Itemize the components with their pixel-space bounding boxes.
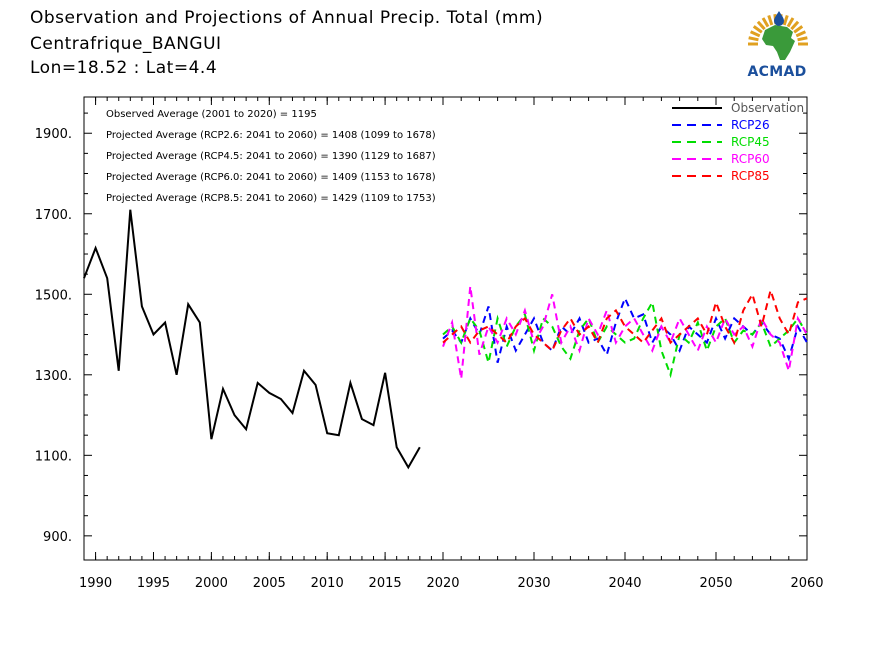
logo-ray xyxy=(795,30,807,38)
series-line-rcp60 xyxy=(442,286,808,379)
logo-ray xyxy=(748,36,759,42)
logo-water-drop xyxy=(774,11,784,26)
y-tick-label: 1500. xyxy=(35,288,72,303)
logo-ray xyxy=(749,30,761,38)
plot-frame xyxy=(83,96,808,561)
x-tick-label: 2040 xyxy=(608,576,641,591)
legend: Observation RCP26 RCP45 RCP60 RCP85 xyxy=(672,101,804,183)
chart-title: Observation and Projections of Annual Pr… xyxy=(30,8,544,28)
logo-text: ACMAD xyxy=(747,64,807,80)
logo-ray xyxy=(756,20,766,31)
y-tick-label: 1100. xyxy=(35,449,72,464)
x-tick-label: 1995 xyxy=(137,576,170,591)
x-tick-label: 2050 xyxy=(699,576,732,591)
logo-ray xyxy=(786,17,795,28)
annotation-text: Projected Average (RCP2.6: 2041 to 2060)… xyxy=(106,130,436,141)
logo-ray xyxy=(752,25,763,34)
legend-label: RCP60 xyxy=(731,152,770,166)
x-tick-label: 2020 xyxy=(426,576,459,591)
logo-ray xyxy=(793,25,804,34)
annotation-block: Observed Average (2001 to 2020) = 1195 Pr… xyxy=(106,109,436,204)
y-tick-label: 1700. xyxy=(35,208,72,223)
x-tick-label: 2060 xyxy=(790,576,823,591)
y-tick-label: 1900. xyxy=(35,127,72,142)
annotation-text: Projected Average (RCP4.5: 2041 to 2060)… xyxy=(106,151,436,162)
logo-ray xyxy=(782,15,789,26)
legend-label: Observation xyxy=(731,101,804,115)
station-coordinates: Lon=18.52 : Lat=4.4 xyxy=(30,58,218,78)
annotation-text: Observed Average (2001 to 2020) = 1195 xyxy=(106,109,317,120)
ticks-layer: 1990 1995 2000 2005 2010 2015 2020 2030 2040 2050… xyxy=(35,97,824,591)
x-tick-label: 2010 xyxy=(311,576,344,591)
series-line-rcp85 xyxy=(442,286,808,353)
logo-ray xyxy=(761,17,770,28)
series-line-rcp26 xyxy=(442,295,808,363)
x-tick-label: 2005 xyxy=(253,576,286,591)
y-tick-label: 900. xyxy=(43,530,72,545)
y-tick-label: 1300. xyxy=(35,369,72,384)
acmad-logo xyxy=(748,11,808,60)
logo-ray xyxy=(790,20,800,31)
logo-ray xyxy=(767,15,774,26)
series-line-observation xyxy=(83,209,421,470)
legend-label: RCP26 xyxy=(731,118,770,132)
legend-label: RCP85 xyxy=(731,169,770,183)
x-tick-label: 2015 xyxy=(369,576,402,591)
logo-ray xyxy=(797,36,808,42)
x-tick-label: 2000 xyxy=(195,576,228,591)
series-line-rcp45 xyxy=(442,299,808,379)
annotation-text: Projected Average (RCP8.5: 2041 to 2060)… xyxy=(106,193,436,204)
legend-label: RCP45 xyxy=(731,135,770,149)
station-name: Centrafrique_BANGUI xyxy=(30,34,222,54)
x-tick-label: 1990 xyxy=(79,576,112,591)
logo-africa-shape xyxy=(762,25,795,60)
annotation-text: Projected Average (RCP6.0: 2041 to 2060)… xyxy=(106,172,436,183)
x-tick-label: 2030 xyxy=(517,576,550,591)
series-layer xyxy=(83,209,808,470)
